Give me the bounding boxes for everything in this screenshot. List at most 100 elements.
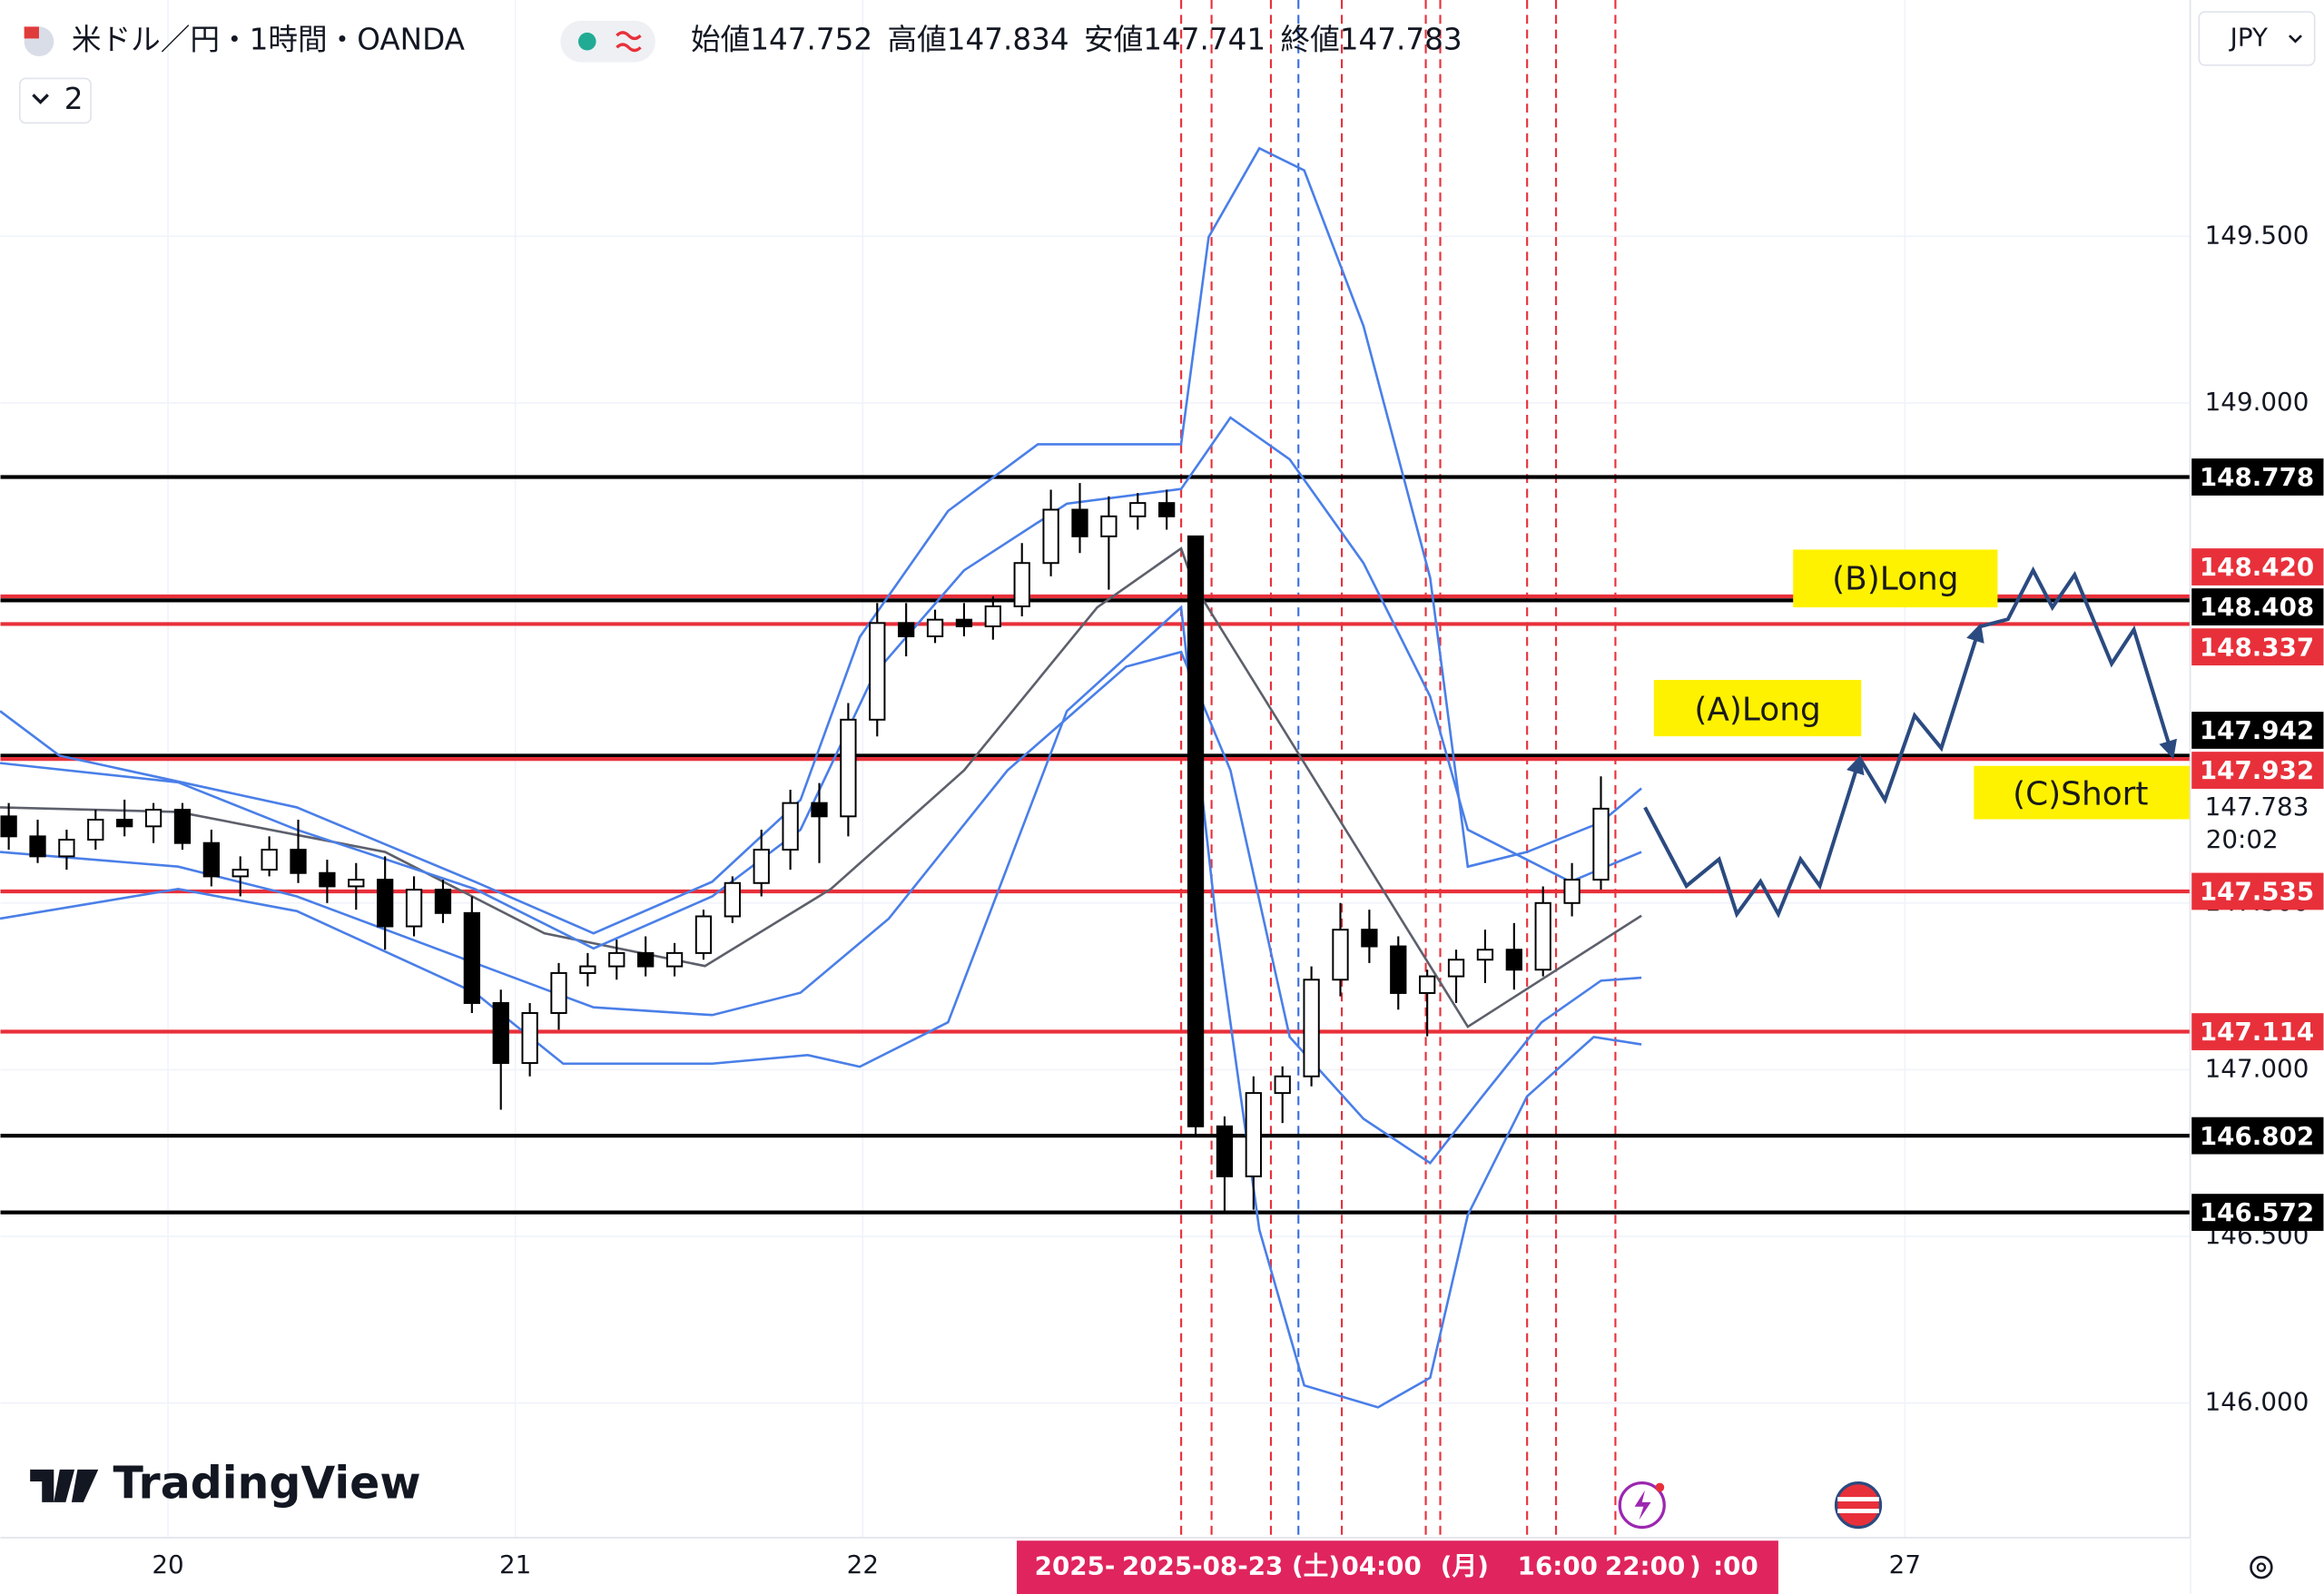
grid-layer — [0, 0, 2191, 1538]
candle-body — [1042, 508, 1059, 565]
candle-body — [579, 965, 596, 974]
price-tag-label: 147.932 — [2200, 755, 2314, 785]
candle-body — [1534, 901, 1551, 971]
price-tag-label: 146.802 — [2200, 1121, 2314, 1151]
price-tag-label: 147.942 — [2200, 715, 2314, 745]
candle-body — [463, 911, 480, 1004]
annotation-text: (C)Short — [2013, 775, 2148, 812]
candle-body — [1158, 502, 1176, 517]
crosshair-time-label: 2025- 2025-08-23 (土) 04:00 (月) 16:00 22:… — [1017, 1540, 1778, 1594]
ohlc-value: 147.834 — [947, 23, 1069, 57]
candle-body — [608, 951, 625, 968]
candle-body — [1563, 879, 1581, 904]
scenario-arrows — [1643, 566, 2177, 919]
price-axis-pane — [2190, 0, 2324, 1594]
event-dot — [1655, 1482, 1665, 1492]
settings-icon[interactable] — [2250, 1555, 2273, 1579]
arrow-c — [1979, 566, 2177, 760]
candle-body — [492, 1001, 509, 1065]
candle-body — [753, 849, 770, 884]
crosshair-bg — [1017, 1540, 1778, 1594]
price-tag-label: 148.408 — [2200, 592, 2314, 622]
price-tag — [2191, 628, 2324, 666]
ohlc-value: 147.783 — [1340, 23, 1462, 57]
price-tag-label: 148.420 — [2200, 552, 2314, 582]
price-tag — [2191, 458, 2324, 496]
candle-body — [87, 819, 104, 841]
symbol-title: 米ドル／円・1時間・OANDA — [72, 23, 466, 57]
candle-body — [348, 879, 365, 888]
ohlc-label: 終値 — [1281, 23, 1340, 57]
candle-body — [1245, 1092, 1262, 1177]
candle-body — [724, 881, 741, 918]
candle-body — [434, 889, 452, 914]
price-tag-label: 148.778 — [2200, 462, 2314, 492]
candle-body — [261, 849, 278, 871]
ohlc-header: 始値147.752 高値147.834 安値147.741 終値147.783 — [691, 23, 1462, 57]
candle-body — [1013, 562, 1030, 607]
arrow-a — [1643, 754, 1865, 919]
lightning-icon — [1634, 1490, 1651, 1520]
candle-body — [116, 819, 133, 828]
status-dot — [578, 32, 596, 51]
candle-body — [694, 915, 713, 954]
crosshair-text: 22:00 — [1605, 1551, 1685, 1581]
candle-body — [377, 879, 394, 928]
symbol-icon-flag — [24, 26, 39, 39]
status-badge — [560, 20, 655, 63]
price-tag — [2191, 1117, 2324, 1155]
candle-body — [1361, 929, 1378, 948]
candle-body — [173, 808, 192, 844]
chevron-icon — [32, 93, 49, 104]
candle-body — [1274, 1075, 1291, 1095]
price-tag — [2191, 872, 2324, 910]
candle-body — [405, 889, 423, 928]
candle-body — [58, 839, 75, 858]
price-tag-label: 146.572 — [2200, 1197, 2314, 1227]
candle-body — [202, 841, 220, 878]
indicator-count: 2 — [64, 82, 84, 116]
watermark-text: TradingView — [113, 1457, 421, 1509]
ohlc-label: 高値 — [888, 23, 947, 57]
x-tick-label: 22 — [847, 1550, 879, 1579]
crosshair-text: 04:00 — [1341, 1551, 1421, 1581]
indicator-toggle[interactable] — [18, 77, 92, 124]
candle-body — [521, 1012, 538, 1065]
bottom-icons — [1618, 1481, 1883, 1530]
watermark: TradingView — [30, 1457, 421, 1509]
currency-button[interactable] — [2198, 11, 2316, 66]
candle-body — [1476, 949, 1494, 961]
candle-body — [1447, 959, 1465, 978]
header: 米ドル／円・1時間・OANDA 始値147.752 高値147.834 安値147.… — [18, 20, 1462, 124]
drawing-layer — [0, 0, 2191, 1538]
candle-body — [1303, 979, 1320, 1077]
arrow-b — [1857, 623, 1984, 805]
candle-body — [1100, 515, 1118, 537]
ohlc-value: 147.752 — [750, 23, 872, 57]
candle-body — [0, 815, 17, 838]
price-tag-label: 147.114 — [2200, 1017, 2314, 1047]
x-tick-label: 20 — [152, 1550, 183, 1579]
candle-body — [319, 871, 336, 888]
candle-body — [144, 808, 162, 828]
candle-body — [840, 718, 857, 818]
ohlc-label: 始値 — [691, 23, 750, 57]
settings-icon-core — [2256, 1562, 2267, 1572]
price-tag — [2191, 1194, 2324, 1231]
countdown: 20:02 — [2206, 824, 2279, 854]
flag-icon[interactable] — [1834, 1481, 1883, 1530]
annotation-box — [1974, 765, 2193, 820]
candle-body — [869, 622, 886, 721]
candle-body — [231, 869, 249, 878]
candle-body — [550, 971, 567, 1014]
price-tag — [2191, 752, 2324, 789]
status-icon — [615, 31, 642, 53]
candle-body — [984, 605, 1001, 627]
candle-body — [290, 849, 307, 874]
candle-body — [955, 618, 973, 627]
indicator-line — [0, 546, 1642, 1028]
price-tag — [2191, 712, 2324, 749]
candle-body — [29, 835, 46, 858]
